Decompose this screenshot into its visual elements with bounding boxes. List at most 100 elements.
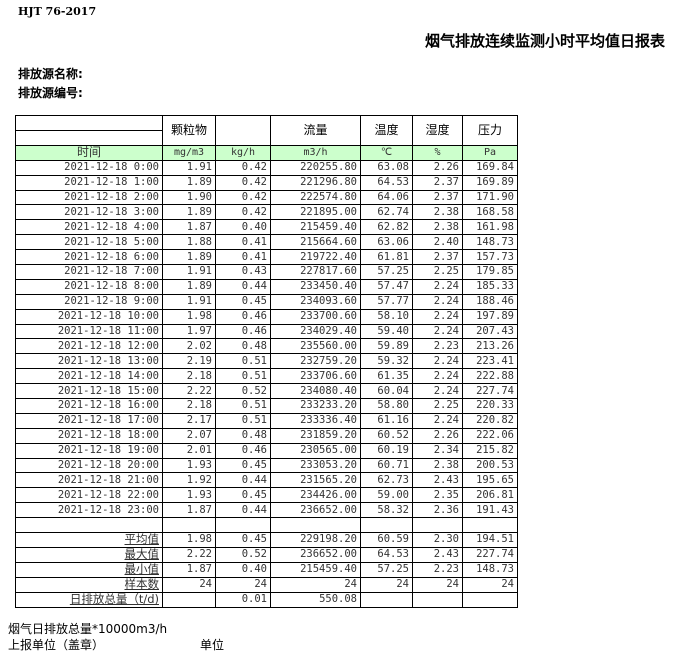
value-cell: 2.24 — [412, 278, 463, 295]
value-cell: 1.93 — [162, 457, 216, 474]
value-cell: 0.40 — [215, 219, 271, 236]
value-cell: 169.89 — [462, 174, 518, 191]
value-cell: 234080.40 — [270, 383, 361, 400]
value-cell — [215, 517, 271, 534]
table-row: 2021-12-18 5:00 1.88 0.41 215664.60 63.06 2.4… — [15, 234, 518, 251]
value-cell: 2.18 — [162, 368, 216, 385]
stats-row: 样本数 24 24 24 24 24 24 — [15, 576, 518, 593]
table-row: 2021-12-18 14:00 2.18 0.51 233706.60 61.35 2.… — [15, 368, 518, 385]
value-cell: 0.42 — [215, 174, 271, 191]
value-cell: 223.41 — [462, 353, 518, 370]
value-cell: 24 — [270, 576, 361, 593]
value-cell: 157.73 — [462, 249, 518, 266]
empty-row — [15, 517, 518, 534]
stat-label: 平均值 — [15, 532, 163, 548]
value-cell: 1.89 — [162, 249, 216, 266]
time-cell: 2021-12-18 16:00 — [15, 398, 163, 414]
table-row: 2021-12-18 11:00 1.97 0.46 234029.40 59.40 2.… — [15, 323, 518, 340]
value-cell: 168.58 — [462, 204, 518, 221]
value-cell: 231565.20 — [270, 472, 361, 489]
table-row: 2021-12-18 7:00 1.91 0.43 227817.60 57.25 2.2… — [15, 264, 518, 280]
value-cell: 63.06 — [360, 234, 413, 251]
unit-cell: kg/h — [215, 144, 271, 161]
value-cell: 2.36 — [412, 502, 463, 519]
time-cell — [15, 517, 163, 534]
table-row: 2021-12-18 9:00 1.91 0.45 234093.60 57.77 2.2… — [15, 293, 518, 310]
value-cell: 191.43 — [462, 502, 518, 519]
column-header: 流量 — [270, 115, 361, 146]
value-cell: 235560.00 — [270, 338, 361, 355]
value-cell: 0.45 — [215, 293, 271, 310]
value-cell: 1.87 — [162, 502, 216, 519]
value-cell: 227.74 — [462, 383, 518, 400]
stats-row: 平均值 1.98 0.45 229198.20 60.59 2.30 194.51 — [15, 532, 518, 548]
table-row: 2021-12-18 17:00 2.17 0.51 233336.40 61.16 2.… — [15, 412, 518, 429]
standard-code: HJT 76-2017 — [18, 5, 97, 18]
value-cell: 2.26 — [412, 427, 463, 444]
stat-label: 最大值 — [15, 546, 163, 563]
time-cell: 2021-12-18 12:00 — [15, 338, 163, 355]
value-cell: 0.51 — [215, 353, 271, 370]
value-cell: 222574.80 — [270, 189, 361, 206]
report-title: 烟气排放连续监测小时平均值日报表 — [424, 32, 665, 50]
value-cell: 59.89 — [360, 338, 413, 355]
value-cell: 2.23 — [412, 338, 463, 355]
table-row: 2021-12-18 22:00 1.93 0.45 234426.00 59.00 2.… — [15, 487, 518, 504]
value-cell: 64.53 — [360, 546, 413, 563]
stat-label: 样本数 — [15, 576, 163, 593]
time-cell: 2021-12-18 9:00 — [15, 293, 163, 310]
source-number-label: 排放源编号: — [18, 86, 83, 100]
value-cell: 0.46 — [215, 308, 271, 325]
table-row: 2021-12-18 15:00 2.22 0.52 234080.40 60.04 2.… — [15, 383, 518, 400]
value-cell: 1.91 — [162, 159, 216, 176]
value-cell: 0.51 — [215, 398, 271, 414]
value-cell: 195.65 — [462, 472, 518, 489]
value-cell: 1.89 — [162, 278, 216, 295]
value-cell: 233233.20 — [270, 398, 361, 414]
table-row: 2021-12-18 16:00 2.18 0.51 233233.20 58.80 2.… — [15, 398, 518, 414]
value-cell: 236652.00 — [270, 502, 361, 519]
value-cell: 60.52 — [360, 427, 413, 444]
value-cell: 188.46 — [462, 293, 518, 310]
value-cell — [412, 591, 463, 608]
value-cell: 234426.00 — [270, 487, 361, 504]
unit-cell: ℃ — [360, 144, 413, 161]
value-cell: 148.73 — [462, 234, 518, 251]
time-cell: 2021-12-18 4:00 — [15, 219, 163, 236]
value-cell: 220255.80 — [270, 159, 361, 176]
value-cell: 1.90 — [162, 189, 216, 206]
value-cell: 2.38 — [412, 457, 463, 474]
value-cell: 215459.40 — [270, 561, 361, 578]
table-row: 2021-12-18 21:00 1.92 0.44 231565.20 62.73 2.… — [15, 472, 518, 489]
value-cell: 231859.20 — [270, 427, 361, 444]
value-cell: 0.45 — [215, 532, 271, 548]
value-cell: 161.98 — [462, 219, 518, 236]
value-cell: 2.26 — [412, 159, 463, 176]
value-cell: 2.40 — [412, 234, 463, 251]
table-row: 2021-12-18 3:00 1.89 0.42 221895.00 62.74 2.3… — [15, 204, 518, 221]
time-cell: 2021-12-18 8:00 — [15, 278, 163, 295]
value-cell: 24 — [412, 576, 463, 593]
value-cell: 2.24 — [412, 293, 463, 310]
value-cell: 0.46 — [215, 323, 271, 340]
table-row: 2021-12-18 8:00 1.89 0.44 233450.40 57.47 2.2… — [15, 278, 518, 295]
value-cell: 1.98 — [162, 532, 216, 548]
value-cell: 2.25 — [412, 264, 463, 280]
table-row: 2021-12-18 18:00 2.07 0.48 231859.20 60.52 2.… — [15, 427, 518, 444]
value-cell: 215.82 — [462, 442, 518, 459]
value-cell: 2.37 — [412, 174, 463, 191]
value-cell: 1.89 — [162, 204, 216, 221]
table-row: 2021-12-18 2:00 1.90 0.42 222574.80 64.06 2.3… — [15, 189, 518, 206]
time-cell: 2021-12-18 11:00 — [15, 323, 163, 340]
time-cell: 2021-12-18 6:00 — [15, 249, 163, 266]
time-cell: 2021-12-18 14:00 — [15, 368, 163, 385]
time-cell: 2021-12-18 5:00 — [15, 234, 163, 251]
column-header: 湿度 — [412, 115, 463, 146]
value-cell: 61.81 — [360, 249, 413, 266]
value-cell: 1.91 — [162, 264, 216, 280]
value-cell: 2.35 — [412, 487, 463, 504]
value-cell: 0.44 — [215, 278, 271, 295]
value-cell: 2.24 — [412, 368, 463, 385]
unit-cell: m3/h — [270, 144, 361, 161]
value-cell: 206.81 — [462, 487, 518, 504]
